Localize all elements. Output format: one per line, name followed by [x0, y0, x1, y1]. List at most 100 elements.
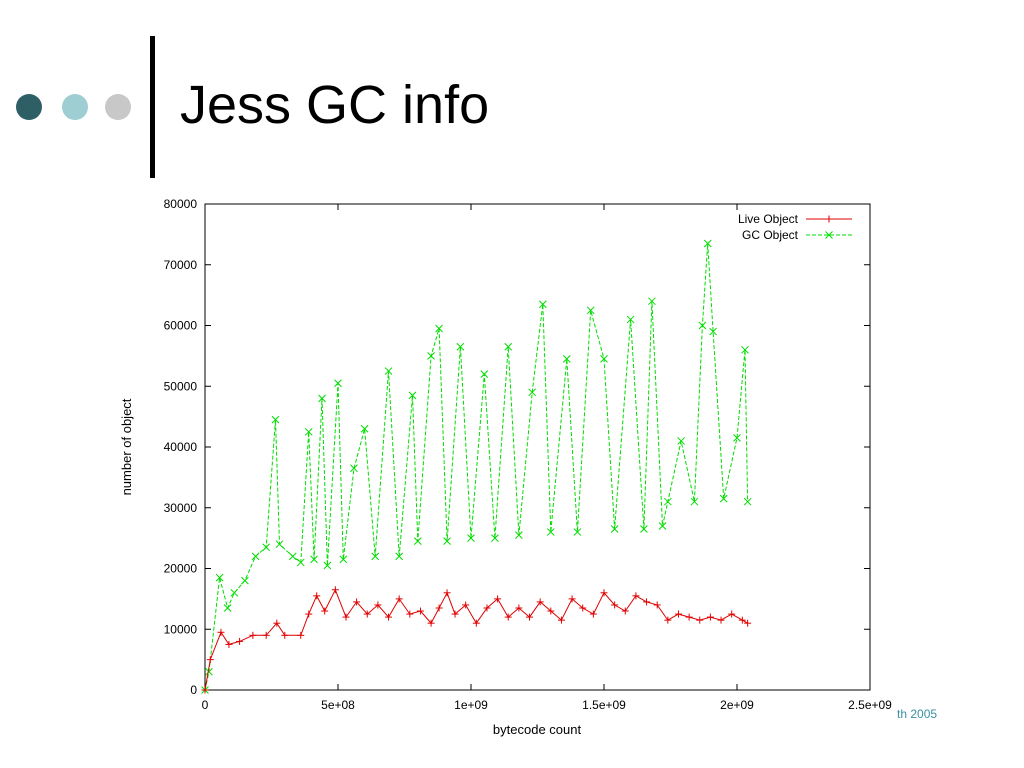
x-tick-label: 5e+08	[321, 698, 355, 712]
point-live-object	[363, 610, 371, 618]
point-live-object	[547, 607, 555, 615]
point-gc-object	[709, 327, 717, 336]
y-tick-label: 30000	[164, 501, 198, 515]
point-gc-object	[677, 437, 685, 445]
point-gc-object	[275, 540, 284, 549]
point-live-object	[206, 656, 214, 664]
point-live-object	[696, 616, 704, 624]
point-live-object	[427, 619, 435, 627]
point-live-object	[825, 215, 833, 223]
series-live-object	[201, 586, 752, 694]
point-live-object	[249, 631, 257, 639]
point-gc-object	[703, 239, 712, 248]
point-live-object	[313, 592, 321, 600]
point-gc-object	[648, 297, 656, 306]
y-tick-label: 20000	[164, 562, 198, 576]
point-gc-object	[467, 534, 475, 542]
point-gc-object	[546, 528, 555, 536]
point-gc-object	[360, 424, 369, 433]
point-gc-object	[296, 558, 305, 567]
legend-label: GC Object	[742, 228, 799, 242]
point-gc-object	[262, 543, 271, 552]
point-gc-object	[626, 315, 635, 324]
x-tick-label: 0	[202, 698, 209, 712]
x-tick-label: 2.5e+09	[848, 698, 892, 712]
footer-date: th 2005	[897, 707, 938, 721]
point-gc-object	[323, 561, 332, 570]
y-tick-label: 80000	[164, 197, 198, 211]
point-live-object	[706, 613, 714, 621]
point-gc-object	[456, 342, 465, 351]
slide-title: Jess GC info	[180, 75, 490, 135]
point-gc-object	[435, 324, 443, 333]
point-gc-object	[610, 525, 619, 533]
point-live-object	[643, 598, 651, 606]
point-gc-object	[334, 379, 342, 388]
axis-ticks: 0 5e+08 1e+09 1.5e+09 2e+09 2.5e+09 0 10000 2000…	[164, 197, 893, 712]
point-live-object	[305, 610, 313, 618]
point-live-object	[217, 628, 225, 636]
point-live-object	[273, 619, 281, 627]
point-gc-object	[528, 388, 537, 397]
point-gc-object	[504, 342, 513, 351]
point-gc-object	[230, 588, 239, 597]
point-live-object	[494, 595, 502, 603]
point-gc-object	[408, 391, 417, 400]
dot-2	[62, 94, 88, 120]
point-live-object	[262, 631, 270, 639]
point-gc-object	[413, 537, 422, 546]
point-gc-object	[384, 367, 393, 375]
point-gc-object	[205, 667, 213, 676]
point-live-object	[297, 631, 305, 639]
point-gc-object	[698, 321, 707, 330]
point-gc-object	[538, 300, 547, 309]
point-gc-object	[663, 497, 672, 506]
y-tick-label: 60000	[164, 319, 198, 333]
point-gc-object	[690, 497, 699, 506]
point-live-object	[406, 610, 414, 618]
point-gc-object	[562, 355, 571, 363]
point-live-object	[395, 595, 403, 603]
point-gc-object	[719, 494, 728, 503]
point-gc-object	[271, 415, 280, 424]
y-tick-label: 50000	[164, 379, 198, 393]
y-tick-label: 0	[190, 683, 197, 697]
point-live-object	[435, 604, 443, 612]
point-live-object	[728, 610, 736, 618]
point-live-object	[374, 601, 382, 609]
point-live-object	[236, 637, 244, 645]
point-gc-object	[586, 306, 595, 315]
point-gc-object	[427, 352, 435, 360]
point-gc-object	[491, 534, 499, 542]
point-gc-object	[733, 434, 741, 442]
point-live-object	[685, 613, 693, 621]
point-gc-object	[395, 552, 404, 561]
point-live-object	[201, 686, 209, 694]
point-live-object	[331, 586, 339, 594]
point-gc-object	[251, 552, 260, 561]
point-live-object	[611, 601, 619, 609]
point-gc-object	[658, 522, 667, 530]
point-live-object	[536, 598, 544, 606]
legend: Live Object GC Object	[738, 212, 852, 242]
x-tick-label: 1.5e+09	[582, 698, 626, 712]
point-live-object	[664, 616, 672, 624]
point-live-object	[653, 601, 661, 609]
y-tick-label: 40000	[164, 440, 198, 454]
series-line	[204, 588, 748, 691]
point-live-object	[744, 619, 752, 627]
point-live-object	[321, 607, 329, 615]
point-live-object	[589, 610, 597, 618]
point-gc-object	[223, 604, 232, 612]
point-live-object	[443, 589, 451, 597]
point-live-object	[632, 592, 640, 600]
plot-frame	[204, 203, 871, 691]
series-gc-object	[201, 239, 752, 694]
point-live-object	[353, 598, 361, 606]
x-axis-label: bytecode count	[493, 722, 582, 737]
dot-1	[16, 94, 42, 120]
point-gc-object	[443, 537, 451, 546]
point-gc-object	[318, 394, 326, 403]
series-line	[204, 243, 749, 691]
